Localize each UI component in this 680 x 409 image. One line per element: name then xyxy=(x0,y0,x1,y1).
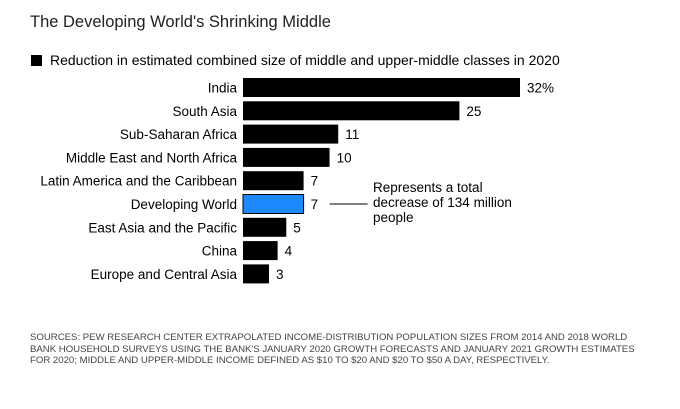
value-label: 5 xyxy=(293,220,301,235)
annotation-text: Represents a total decrease of 134 milli… xyxy=(373,180,512,225)
value-label: 7 xyxy=(311,174,319,189)
value-label: 4 xyxy=(285,244,293,259)
bar-latin-america-and-the-caribbean xyxy=(243,171,304,191)
category-label: Latin America and the Caribbean xyxy=(40,174,237,189)
value-label: 7 xyxy=(311,197,319,212)
legend: Reduction in estimated combined size of … xyxy=(31,52,560,68)
bar-east-asia-and-the-pacific xyxy=(243,217,287,237)
value-label: 3 xyxy=(276,267,284,282)
category-label: South Asia xyxy=(172,104,237,119)
value-label: 25 xyxy=(466,104,481,119)
bar-china xyxy=(243,241,278,261)
bar-europe-and-central-asia xyxy=(243,264,269,284)
value-label: 32% xyxy=(527,81,554,96)
category-label: India xyxy=(208,81,238,96)
sources-note: SOURCES: PEW RESEARCH CENTER EXTRAPOLATE… xyxy=(30,332,635,366)
value-label: 10 xyxy=(337,150,352,165)
category-label: East Asia and the Pacific xyxy=(88,220,237,235)
bar-india xyxy=(243,78,520,97)
value-label: 11 xyxy=(345,127,359,142)
chart-title: The Developing World's Shrinking Middle xyxy=(30,13,331,31)
bar-developing-world xyxy=(242,194,305,214)
bar-sub-saharan-africa xyxy=(243,124,339,144)
bar-chart: India 32% South Asia 25 Sub-Saharan Africa 11… xyxy=(40,78,554,284)
legend-swatch xyxy=(31,54,42,66)
category-label: Middle East and North Africa xyxy=(66,150,238,165)
category-label: Developing World xyxy=(131,197,237,212)
category-label: Sub-Saharan Africa xyxy=(120,127,238,142)
category-label: China xyxy=(202,244,238,259)
legend-label: Reduction in estimated combined size of … xyxy=(50,52,560,68)
category-label: Europe and Central Asia xyxy=(91,267,238,282)
bar-south-asia xyxy=(243,101,460,121)
bar-middle-east-and-north-africa xyxy=(243,147,330,167)
